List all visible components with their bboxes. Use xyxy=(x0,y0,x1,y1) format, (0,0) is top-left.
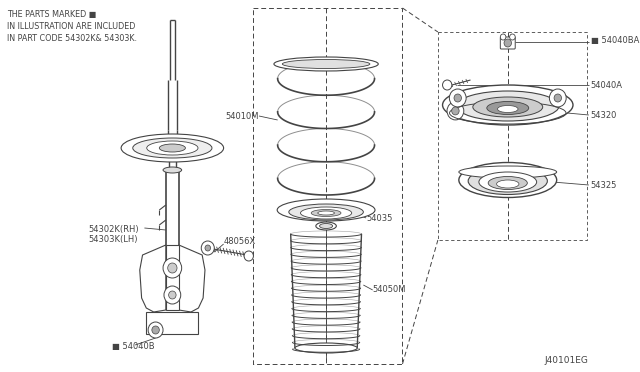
Ellipse shape xyxy=(479,172,537,192)
Ellipse shape xyxy=(456,91,559,121)
Ellipse shape xyxy=(468,167,547,195)
Ellipse shape xyxy=(497,106,518,112)
Ellipse shape xyxy=(311,209,341,217)
Circle shape xyxy=(500,34,506,40)
Text: ■ 54040B: ■ 54040B xyxy=(112,342,154,351)
Ellipse shape xyxy=(159,144,186,152)
Ellipse shape xyxy=(147,141,198,155)
Circle shape xyxy=(554,94,561,102)
Circle shape xyxy=(442,80,452,90)
Circle shape xyxy=(164,286,180,304)
Ellipse shape xyxy=(277,199,375,221)
Ellipse shape xyxy=(497,180,519,188)
Ellipse shape xyxy=(163,167,182,173)
Circle shape xyxy=(449,89,466,107)
Text: ■ 54040BA: ■ 54040BA xyxy=(591,35,639,45)
Text: 54320: 54320 xyxy=(591,110,617,119)
Circle shape xyxy=(148,322,163,338)
Text: 54302K(RH)
54303K(LH): 54302K(RH) 54303K(LH) xyxy=(88,225,139,244)
Ellipse shape xyxy=(317,211,335,215)
FancyBboxPatch shape xyxy=(147,312,198,334)
Circle shape xyxy=(549,89,566,107)
Ellipse shape xyxy=(121,134,223,162)
Text: 48056X: 48056X xyxy=(223,237,256,246)
Circle shape xyxy=(205,245,211,251)
Circle shape xyxy=(201,241,214,255)
Ellipse shape xyxy=(289,204,364,220)
Ellipse shape xyxy=(274,57,378,71)
Text: 54325: 54325 xyxy=(591,180,617,189)
Polygon shape xyxy=(166,245,179,310)
Text: J40101EG: J40101EG xyxy=(545,356,589,365)
Text: THE PARTS MARKED ■
IN ILLUSTRATION ARE INCLUDED
IN PART CODE 54302K& 54303K.: THE PARTS MARKED ■ IN ILLUSTRATION ARE I… xyxy=(8,10,138,43)
FancyBboxPatch shape xyxy=(500,37,515,49)
Text: 54040A: 54040A xyxy=(591,80,623,90)
Ellipse shape xyxy=(319,224,333,228)
Polygon shape xyxy=(140,245,166,312)
Circle shape xyxy=(244,251,253,261)
Circle shape xyxy=(509,34,515,40)
Text: 54010M: 54010M xyxy=(225,112,259,121)
Circle shape xyxy=(454,94,461,102)
Ellipse shape xyxy=(300,207,352,219)
Text: 54050M: 54050M xyxy=(372,285,406,295)
Circle shape xyxy=(168,291,176,299)
Text: 54035: 54035 xyxy=(366,214,392,222)
Ellipse shape xyxy=(459,166,557,178)
Ellipse shape xyxy=(473,97,543,117)
Ellipse shape xyxy=(295,343,357,353)
Circle shape xyxy=(452,107,459,115)
Ellipse shape xyxy=(282,60,370,68)
Circle shape xyxy=(152,326,159,334)
Circle shape xyxy=(168,263,177,273)
Ellipse shape xyxy=(459,163,557,198)
Ellipse shape xyxy=(442,85,573,125)
Ellipse shape xyxy=(488,176,527,189)
Polygon shape xyxy=(179,245,205,312)
Circle shape xyxy=(504,39,511,47)
Circle shape xyxy=(447,102,464,120)
Ellipse shape xyxy=(132,138,212,158)
Circle shape xyxy=(163,258,182,278)
Ellipse shape xyxy=(316,222,337,230)
Ellipse shape xyxy=(487,102,529,115)
